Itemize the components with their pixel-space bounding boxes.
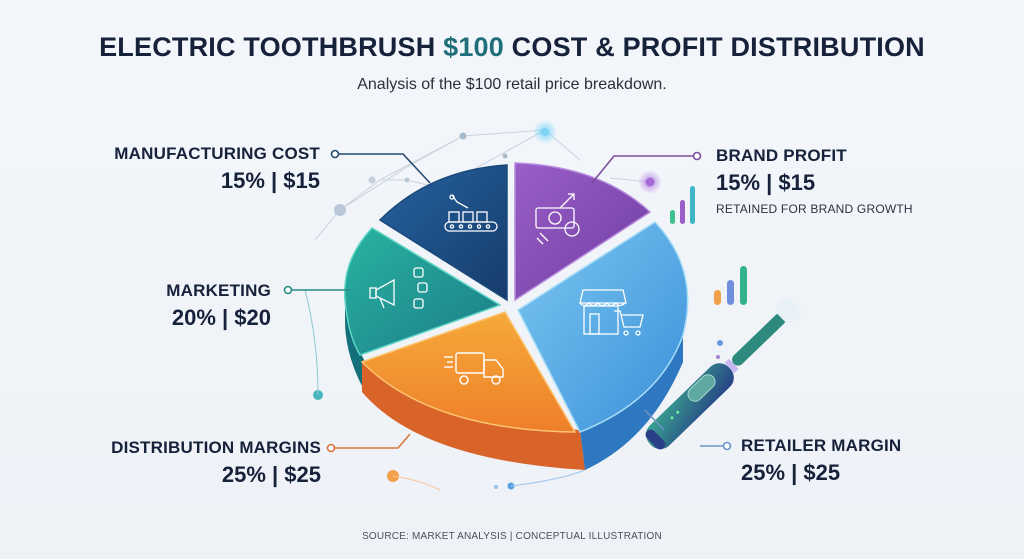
label-brand-profit: BRAND PROFIT 15% | $15 RETAINED FOR BRAN… xyxy=(716,146,913,216)
segment-name: RETAILER MARGIN xyxy=(741,436,902,455)
bar-chart-decoration-top xyxy=(670,186,695,224)
distribution-wall xyxy=(362,360,585,470)
label-distribution-margins: DISTRIBUTION MARGINS 25% | $25 xyxy=(111,438,321,488)
label-retailer-margin: RETAILER MARGIN 25% | $25 xyxy=(741,436,901,486)
segment-value: 15% | $15 xyxy=(716,170,816,195)
title-suffix: COST & PROFIT DISTRIBUTION xyxy=(503,32,925,62)
segment-value: 20% | $20 xyxy=(171,305,271,330)
source-note: SOURCE: MARKET ANALYSIS | CONCEPTUAL ILL… xyxy=(362,531,662,542)
slice-retailer xyxy=(517,221,689,433)
title-accent: $100 xyxy=(443,32,504,62)
bar-chart-decoration-mid xyxy=(714,266,747,305)
segment-note: RETAINED FOR BRAND GROWTH xyxy=(716,202,913,216)
megaphone-social-icon xyxy=(369,267,428,309)
delivery-truck-icon xyxy=(444,352,504,385)
slice-distribution xyxy=(360,311,577,433)
segment-name: MANUFACTURING COST xyxy=(114,144,320,163)
segment-name: BRAND PROFIT xyxy=(716,146,847,165)
network-nodes xyxy=(313,120,723,490)
title-prefix: ELECTRIC TOOTHBRUSH xyxy=(99,32,444,62)
money-growth-icon xyxy=(535,193,580,245)
page-subtitle: Analysis of the $100 retail price breakd… xyxy=(357,76,667,93)
segment-value: 25% | $25 xyxy=(221,462,321,487)
segment-value: 15% | $15 xyxy=(220,168,320,193)
toothbrush-illustration xyxy=(645,298,801,450)
label-marketing: MARKETING 20% | $20 xyxy=(166,281,271,331)
slice-manufacturing xyxy=(378,164,508,302)
slice-brand-profit xyxy=(514,162,652,302)
segment-value: 25% | $25 xyxy=(741,460,841,485)
segment-name: DISTRIBUTION MARGINS xyxy=(111,438,321,457)
factory-conveyor-icon xyxy=(444,194,498,232)
leader-distribution xyxy=(331,433,411,449)
page-title: ELECTRIC TOOTHBRUSH $100 COST & PROFIT D… xyxy=(0,32,1024,63)
leader-manufacturing xyxy=(335,153,431,184)
label-manufacturing-cost: MANUFACTURING COST 15% | $15 xyxy=(114,144,320,194)
storefront-cart-icon xyxy=(579,289,644,336)
segment-name: MARKETING xyxy=(166,281,271,300)
leader-brand xyxy=(591,155,697,184)
